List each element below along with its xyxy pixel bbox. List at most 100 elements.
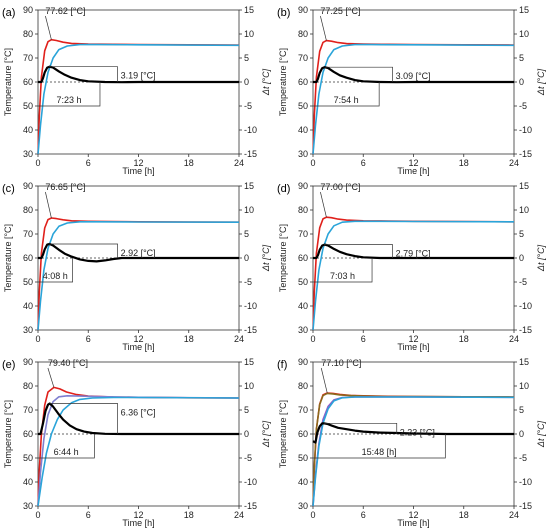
x-tick-label: 6 [361, 510, 366, 520]
peak-leader [320, 15, 327, 41]
y2-tick-label: 10 [519, 381, 529, 391]
y-tick-label: 50 [298, 101, 308, 111]
y2-tick-label: -15 [244, 501, 257, 511]
chart-panel: (d) 30 40 50 60 70 80 90 -15 -10 -5 0 5 10 15 0 6 12 18 24 T… [277, 181, 546, 352]
y2-tick-label: 15 [519, 357, 529, 367]
y2-tick-label: 0 [244, 429, 249, 439]
y-tick-label: 30 [23, 149, 33, 159]
peak-leader [45, 15, 52, 40]
x-tick-label: 24 [234, 510, 244, 520]
x-tick-label: 18 [184, 334, 194, 344]
y2-tick-label: -5 [519, 101, 527, 111]
y2-tick-label: -15 [519, 501, 532, 511]
time-bracket [38, 82, 101, 107]
temperature-line [37, 396, 240, 507]
y2-tick-label: -5 [244, 101, 252, 111]
temperature-line [312, 396, 515, 507]
y2-axis-label: Δt [°C] [261, 420, 271, 448]
y2-axis-label: Δt [°C] [536, 420, 546, 448]
x-axis-label: Time [h] [122, 342, 154, 352]
delta-t-label: 3.19 [°C] [121, 71, 156, 81]
temperature-line [37, 217, 240, 331]
time-bracket [313, 82, 380, 107]
peak-leader [320, 367, 328, 394]
peak-temperature-label: 77.25 [°C] [320, 6, 360, 16]
stabilization-time-label: 15:48 [h] [362, 447, 397, 457]
x-tick-label: 6 [86, 158, 91, 168]
x-tick-label: 6 [86, 334, 91, 344]
delta-t-bracket [323, 422, 398, 434]
x-tick-label: 18 [459, 334, 469, 344]
y2-axis-label: Δt [°C] [536, 68, 546, 96]
x-tick-label: 12 [133, 158, 143, 168]
y-tick-label: 50 [23, 453, 33, 463]
y2-axis-label: Δt [°C] [536, 244, 546, 272]
y-tick-label: 60 [23, 429, 33, 439]
x-tick-label: 6 [86, 510, 91, 520]
y-tick-label: 50 [23, 101, 33, 111]
x-tick-label: 24 [234, 334, 244, 344]
y-tick-label: 70 [298, 405, 308, 415]
y-tick-label: 80 [23, 205, 33, 215]
x-axis-label: Time [h] [122, 518, 154, 528]
y2-tick-label: -10 [519, 477, 532, 487]
x-tick-label: 12 [408, 334, 418, 344]
y2-tick-label: 5 [519, 229, 524, 239]
peak-temperature-label: 76.65 [°C] [45, 182, 85, 192]
delta-t-bracket [324, 66, 393, 82]
y-tick-label: 40 [23, 125, 33, 135]
chart-panel: (b) 30 40 50 60 70 80 90 -15 -10 -5 0 5 10 15 0 6 12 18 24 T… [277, 5, 546, 176]
x-tick-label: 0 [310, 510, 315, 520]
x-tick-label: 24 [234, 158, 244, 168]
chart-panel: (f) 30 40 50 60 70 80 90 -15 -10 -5 0 5 10 15 0 6 12 18 24 T… [277, 357, 546, 528]
y-tick-label: 70 [23, 229, 33, 239]
y-tick-label: 50 [298, 277, 308, 287]
y2-tick-label: 10 [519, 29, 529, 39]
y2-tick-label: -15 [244, 325, 257, 335]
x-tick-label: 18 [184, 158, 194, 168]
y-tick-label: 40 [298, 125, 308, 135]
y-tick-label: 80 [298, 205, 308, 215]
panel-label: (f) [277, 359, 287, 371]
stabilization-time-label: 4:08 h [43, 271, 68, 281]
chart-panel: (c) 30 40 50 60 70 80 90 -15 -10 -5 0 5 10 15 0 6 12 18 24 T… [2, 181, 271, 352]
delta-t-label: 2.23 [°C] [400, 427, 435, 437]
y2-tick-label: -5 [244, 453, 252, 463]
delta-t-bracket [48, 66, 118, 82]
y2-tick-label: -5 [244, 277, 252, 287]
y2-tick-label: 5 [244, 229, 249, 239]
time-bracket [313, 258, 373, 283]
delta-t-bracket [48, 243, 118, 258]
y2-tick-label: 0 [244, 77, 249, 87]
y2-tick-label: 10 [244, 381, 254, 391]
y-tick-label: 60 [23, 253, 33, 263]
x-tick-label: 24 [509, 334, 519, 344]
y-tick-label: 80 [23, 29, 33, 39]
x-axis-label: Time [h] [397, 518, 429, 528]
y2-tick-label: 0 [244, 253, 249, 263]
x-tick-label: 0 [35, 334, 40, 344]
y2-tick-label: 0 [519, 77, 524, 87]
x-tick-label: 18 [459, 158, 469, 168]
stabilization-time-label: 7:23 h [56, 95, 81, 105]
x-tick-label: 12 [133, 510, 143, 520]
y-tick-label: 40 [298, 301, 308, 311]
y2-tick-label: 15 [519, 5, 529, 15]
y-axis-label: Temperature [°C] [278, 224, 288, 292]
y-tick-label: 70 [23, 405, 33, 415]
y2-tick-label: 5 [244, 405, 249, 415]
x-tick-label: 6 [361, 334, 366, 344]
y-tick-label: 50 [23, 277, 33, 287]
delta-t-line [313, 66, 514, 84]
x-tick-label: 0 [310, 158, 315, 168]
x-tick-label: 0 [310, 334, 315, 344]
y-tick-label: 90 [298, 357, 308, 367]
y-tick-label: 30 [23, 501, 33, 511]
y-axis-label: Temperature [°C] [278, 400, 288, 468]
x-axis-label: Time [h] [122, 166, 154, 176]
y-tick-label: 80 [298, 29, 308, 39]
peak-leader [320, 191, 327, 218]
y-tick-label: 90 [298, 5, 308, 15]
delta-t-line [38, 65, 239, 84]
temperature-line [37, 220, 240, 331]
